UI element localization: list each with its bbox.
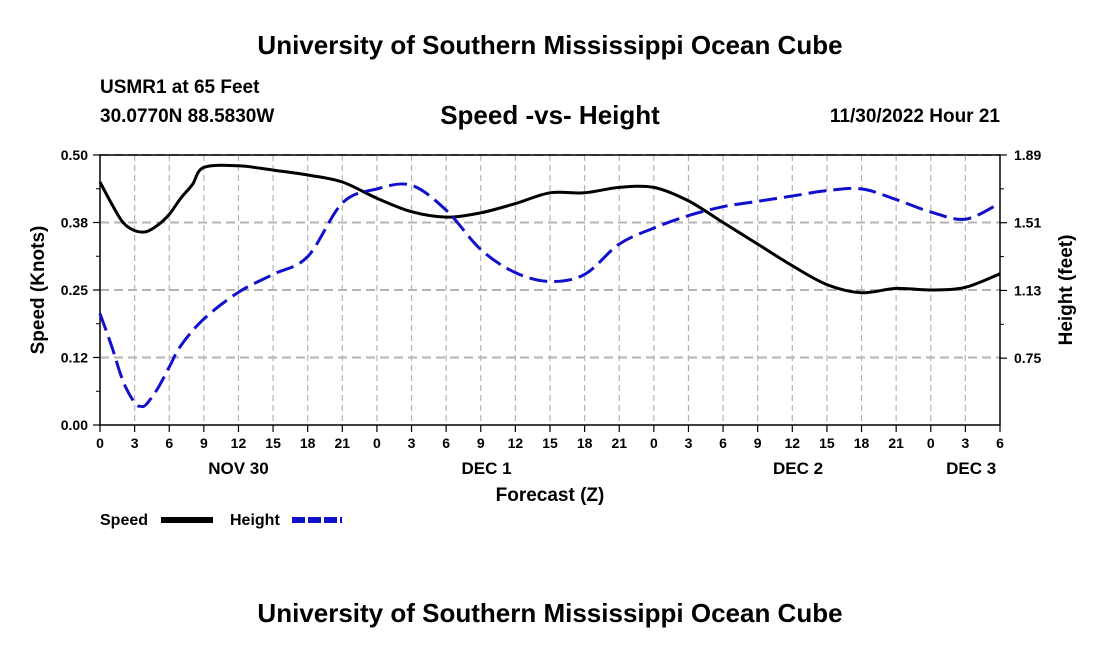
x-tick-label: 3 — [408, 435, 416, 451]
x-tick-label: 21 — [335, 435, 351, 451]
x-tick-label: 12 — [785, 435, 801, 451]
x-axis-title: Forecast (Z) — [496, 485, 605, 506]
y2-tick-label: 0.75 — [1014, 350, 1041, 366]
x-tick-label: 6 — [442, 435, 450, 451]
tick-labels: 0 3 6 9 12 15 18 21 0 3 6 9 12 15 18 21 0 3 6 9 12 15 18 21 0 3 6 0… — [61, 147, 1042, 478]
y2-tick-label: 1.13 — [1014, 282, 1041, 298]
x-tick-label: 12 — [508, 435, 524, 451]
footer-title: University of Southern Mississippi Ocean… — [257, 598, 843, 628]
station-label: USMR1 at 65 Feet — [100, 77, 260, 98]
series-lines — [98, 163, 1001, 409]
x-tick-label: 3 — [961, 435, 969, 451]
grid-lines — [100, 154, 1000, 425]
x-tick-label: 0 — [96, 435, 104, 451]
day-label: DEC 1 — [461, 459, 511, 478]
x-tick-label: 21 — [888, 435, 904, 451]
x-tick-label: 6 — [719, 435, 727, 451]
y-tick-label: 0.38 — [61, 215, 88, 231]
x-tick-label: 9 — [754, 435, 762, 451]
x-tick-label: 12 — [231, 435, 247, 451]
series-line-speed — [98, 163, 1001, 295]
y-tick-label: 0.25 — [61, 282, 88, 298]
x-tick-label: 3 — [685, 435, 693, 451]
x-tick-label: 9 — [477, 435, 485, 451]
x-tick-label: 0 — [373, 435, 381, 451]
y-tick-label: 0.00 — [61, 417, 88, 433]
plot-frame — [99, 154, 1001, 426]
day-label: NOV 30 — [208, 459, 268, 478]
x-tick-label: 6 — [996, 435, 1004, 451]
y2-axis-title: Height (feet) — [1056, 235, 1077, 346]
x-tick-label: 3 — [131, 435, 139, 451]
x-tick-label: 9 — [200, 435, 208, 451]
legend-label-height: Height — [230, 512, 280, 529]
y-tick-label: 0.50 — [61, 147, 88, 163]
legend: Speed Height — [100, 512, 342, 529]
y-axis-title: Speed (Knots) — [28, 226, 49, 355]
x-tick-label: 0 — [650, 435, 658, 451]
legend-label-speed: Speed — [100, 512, 148, 529]
x-tick-label: 21 — [611, 435, 627, 451]
x-tick-label: 15 — [265, 435, 281, 451]
y-tick-label: 0.12 — [61, 350, 88, 366]
y2-tick-label: 1.51 — [1014, 215, 1041, 231]
y2-tick-label: 1.89 — [1014, 147, 1041, 163]
x-tick-label: 0 — [927, 435, 935, 451]
chart-title: Speed -vs- Height — [440, 100, 660, 130]
x-tick-label: 18 — [300, 435, 316, 451]
x-tick-label: 15 — [542, 435, 558, 451]
x-tick-label: 15 — [819, 435, 835, 451]
axes — [93, 154, 1007, 432]
x-tick-label: 18 — [577, 435, 593, 451]
station-coordinates: 30.0770N 88.5830W — [100, 106, 275, 127]
page-title: University of Southern Mississippi Ocean… — [257, 30, 843, 60]
day-label: DEC 2 — [773, 459, 823, 478]
day-label: DEC 3 — [946, 459, 996, 478]
series-line-height — [98, 182, 1001, 409]
forecast-datetime: 11/30/2022 Hour 21 — [829, 106, 1000, 127]
x-tick-label: 18 — [854, 435, 870, 451]
x-tick-label: 6 — [165, 435, 173, 451]
